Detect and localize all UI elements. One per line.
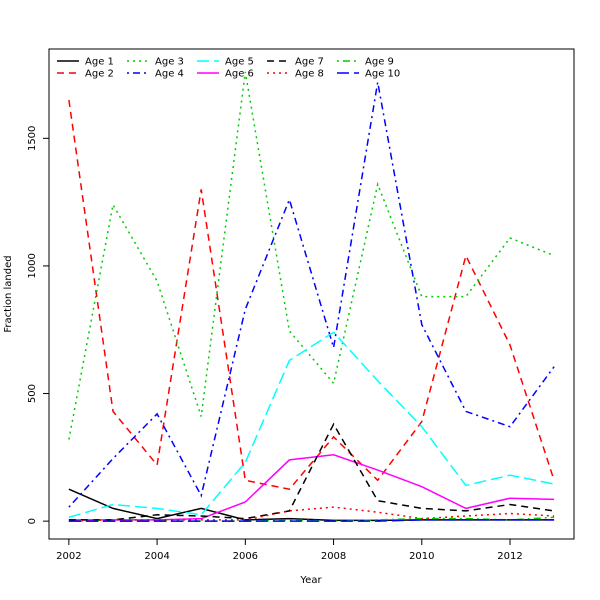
series-lines	[68, 71, 555, 522]
y-tick-label: 1000	[27, 253, 38, 278]
x-axis: 2002 2004 2006 2008 2010 2012	[56, 539, 523, 562]
legend-label: Age 5	[225, 57, 254, 68]
legend-label: Age 2	[85, 69, 114, 80]
legend-label: Age 1	[85, 57, 114, 68]
series-line-age-7	[68, 422, 555, 521]
series-line-age-4	[68, 82, 555, 508]
y-axis: 0 500 1000 1500	[27, 126, 49, 524]
series-line-age-5	[68, 331, 555, 519]
legend-label: Age 7	[295, 57, 324, 68]
legend-label: Age 10	[365, 69, 400, 80]
x-tick-label: 2004	[144, 551, 169, 562]
series-line-age-10	[68, 519, 555, 522]
y-tick-label: 0	[27, 518, 38, 524]
x-tick-label: 2002	[56, 551, 81, 562]
y-tick-label: 1500	[27, 126, 38, 151]
legend-label: Age 4	[155, 69, 184, 80]
series-line-age-1	[68, 488, 555, 522]
x-axis-title: Year	[299, 575, 322, 586]
legend-label: Age 8	[295, 69, 324, 80]
x-tick-label: 2010	[409, 551, 434, 562]
y-axis-title: Fraction landed	[3, 255, 14, 332]
x-tick-label: 2008	[321, 551, 346, 562]
series-line-age-3	[68, 71, 555, 440]
y-tick-label: 500	[27, 384, 38, 403]
legend-label: Age 3	[155, 57, 184, 68]
series-line-age-2	[68, 99, 555, 491]
legend-label: Age 9	[365, 57, 394, 68]
legend-label: Age 6	[225, 69, 254, 80]
x-tick-label: 2006	[233, 551, 258, 562]
x-tick-label: 2012	[497, 551, 522, 562]
series-line-age-9	[68, 516, 555, 522]
series-line-age-6	[68, 454, 555, 521]
plot-frame	[48, 48, 575, 540]
